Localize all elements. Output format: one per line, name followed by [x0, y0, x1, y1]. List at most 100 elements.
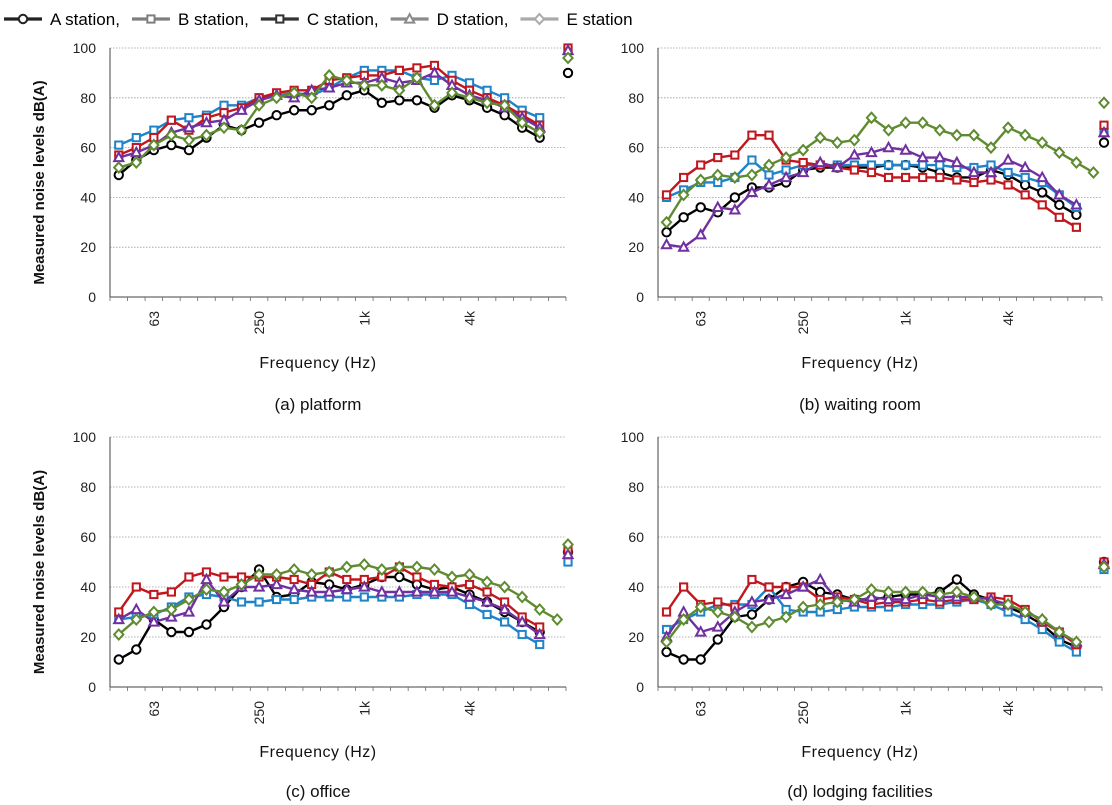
x-tick-label: 4k [462, 700, 478, 716]
data-point [696, 160, 706, 170]
data-point [1053, 188, 1066, 200]
y-tick-label: 0 [636, 679, 644, 695]
data-point [464, 599, 475, 610]
data-point [796, 165, 810, 178]
x-tick-label: 4k [1000, 310, 1016, 326]
data-point [728, 171, 741, 184]
data-point [745, 595, 759, 607]
data-point [464, 78, 475, 88]
data-point [813, 572, 827, 585]
data-point [445, 585, 459, 597]
data-point [270, 91, 283, 105]
data-point [865, 145, 878, 158]
data-point [933, 150, 947, 163]
data-point [323, 68, 336, 82]
data-point [661, 190, 672, 200]
data-point [747, 155, 757, 165]
data-point [166, 139, 177, 151]
data-point [428, 98, 441, 112]
data-point [901, 160, 911, 170]
data-point [1020, 190, 1030, 200]
legend-swatch-marker [275, 14, 285, 24]
data-point [952, 175, 962, 185]
legend-label: C station, [307, 10, 379, 29]
data-point [679, 582, 689, 592]
data-point [798, 157, 808, 168]
y-tick-label: 100 [621, 429, 645, 445]
data-point [1037, 187, 1048, 198]
series-c [661, 120, 1109, 232]
data-point [498, 98, 511, 112]
data-point [1035, 170, 1049, 183]
data-point [916, 585, 929, 599]
overall-level-point [562, 67, 574, 79]
data-point [235, 103, 248, 115]
data-point [147, 605, 160, 619]
data-point [848, 133, 861, 147]
data-point [797, 143, 810, 157]
data-point [429, 75, 440, 85]
data-point [780, 610, 793, 624]
data-point [883, 172, 894, 183]
data-point [694, 625, 707, 637]
chart-panel: 0 20 40 60 80 100 63 250 1k 4k Frequency (Hz) Measu… [31, 429, 575, 801]
data-point [899, 116, 912, 130]
data-point [342, 592, 352, 602]
data-point [463, 590, 476, 602]
data-point [480, 595, 494, 607]
data-point [899, 592, 912, 605]
data-point [147, 615, 161, 627]
data-point [147, 138, 160, 152]
x-tick-label: 4k [462, 310, 478, 326]
data-point [1054, 212, 1064, 222]
data-point [866, 599, 877, 610]
data-point [516, 590, 529, 604]
x-tick-label: 63 [693, 311, 709, 327]
data-point [882, 592, 895, 605]
data-point [831, 136, 844, 150]
data-point [410, 585, 424, 597]
x-tick-label: 63 [146, 701, 162, 717]
data-point [340, 582, 354, 595]
data-point [482, 85, 492, 95]
legend-swatch-marker [403, 12, 416, 24]
data-point [1036, 136, 1049, 150]
data-point [182, 120, 196, 133]
data-point [270, 568, 283, 581]
y-tick-label: 40 [80, 189, 96, 205]
legend-swatch-marker [146, 14, 156, 24]
data-point [986, 175, 996, 185]
data-point [517, 629, 527, 640]
data-point [745, 185, 759, 198]
data-point [918, 172, 928, 183]
data-point [410, 71, 423, 85]
data-point [1020, 172, 1030, 183]
data-point [289, 594, 299, 605]
x-tick-label: 250 [795, 311, 811, 335]
series-e [660, 96, 1110, 229]
data-point [1037, 200, 1047, 210]
data-point [1070, 635, 1083, 649]
data-point [711, 620, 725, 632]
y-tick-label: 80 [628, 479, 644, 495]
panel-caption: (c) office [286, 782, 351, 801]
x-axis-title: Frequency (Hz) [801, 355, 918, 372]
y-tick-label: 60 [628, 140, 644, 156]
data-point [831, 595, 844, 609]
data-point [341, 90, 352, 101]
data-point [711, 168, 724, 182]
data-point [764, 582, 774, 592]
legend-label: B station, [178, 10, 249, 29]
overall-level-point [1098, 137, 1110, 148]
data-point [916, 116, 929, 130]
data-point [375, 585, 389, 597]
x-tick-label: 250 [795, 701, 811, 725]
data-point [200, 115, 213, 128]
data-point [481, 575, 494, 589]
data-point [695, 202, 706, 213]
data-point [763, 615, 775, 629]
series-e [112, 538, 574, 641]
data-point [901, 172, 911, 183]
data-point [394, 95, 405, 106]
x-axis-title: Frequency (Hz) [801, 744, 918, 761]
